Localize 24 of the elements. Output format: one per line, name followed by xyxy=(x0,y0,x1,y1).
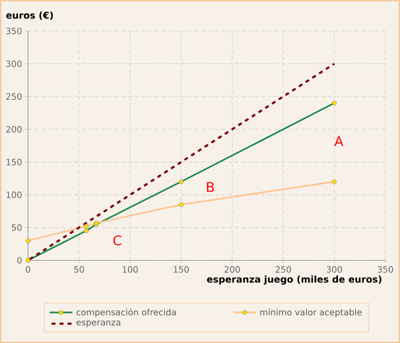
y-tick-label: 350 xyxy=(6,28,22,34)
y-tick-label: 0 xyxy=(17,257,22,264)
annotation: A xyxy=(334,136,344,146)
x-tick-label: 50 xyxy=(74,266,84,273)
annotation: B xyxy=(206,182,214,192)
y-tick-label: 200 xyxy=(6,126,22,133)
y-tick-label: 250 xyxy=(6,93,22,100)
x-tick-label: 150 xyxy=(174,266,189,273)
legend-label: esperanza xyxy=(76,320,120,328)
x-tick-label: 350 xyxy=(378,266,394,273)
y-tick-label: 50 xyxy=(12,224,22,231)
y-axis-title: euros (€) xyxy=(6,12,53,20)
x-tick-label: 250 xyxy=(276,266,291,273)
legend-label: compensación ofrecida xyxy=(76,308,176,318)
legend-label: mínimo valor aceptable xyxy=(260,308,362,318)
x-tick-label: 100 xyxy=(122,266,138,273)
x-tick-label: 0 xyxy=(26,266,30,273)
x-tick-label: 300 xyxy=(326,266,342,273)
x-tick-label: 200 xyxy=(224,266,240,273)
y-tick-label: 150 xyxy=(6,158,22,166)
annotation: C xyxy=(113,235,122,246)
x-axis-title: esperanza juego (miles de euros) xyxy=(207,275,382,285)
y-tick-label: 300 xyxy=(6,60,22,68)
y-tick-label: 100 xyxy=(6,192,22,198)
